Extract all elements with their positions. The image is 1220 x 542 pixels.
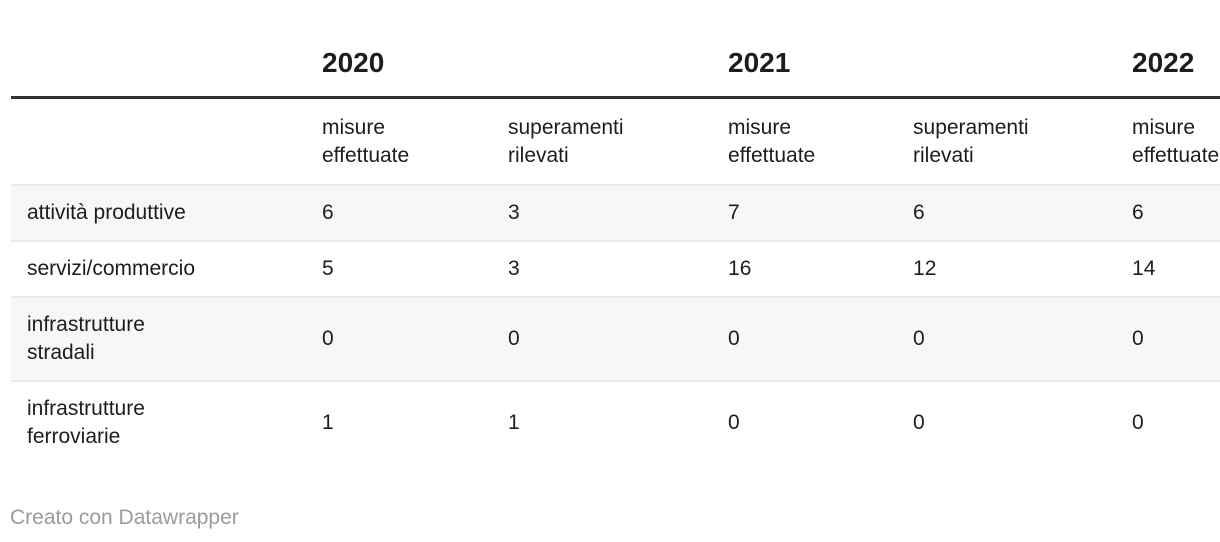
value-cell: 1 (508, 411, 520, 434)
value-cell: 12 (913, 257, 937, 280)
value-cell: 6 (322, 201, 334, 224)
column-header-superamenti-2020: superamenti rilevati (508, 98, 728, 186)
year-header-2020: 2020 (322, 0, 729, 99)
value-cell: 5 (322, 257, 334, 280)
footer-attribution: Creato con Datawrapper (10, 504, 1220, 532)
table-row-attivita-produttive: attività produttive 6 3 7 6 6 (11, 185, 1220, 241)
datawrapper-attribution-link[interactable]: Creato con Datawrapper (10, 506, 239, 529)
value-cell: 0 (508, 327, 520, 350)
value-cell: 14 (1132, 257, 1156, 280)
value-cell: 0 (913, 411, 925, 434)
column-header-misure-2020: misure effettuate (322, 98, 508, 186)
value-cell: 6 (1132, 201, 1144, 224)
value-cell: 0 (913, 327, 925, 350)
row-label: infrastrutture ferroviarie (27, 397, 145, 448)
column-header-label: misure effettuate (728, 116, 816, 167)
year-header-spacer (11, 0, 322, 99)
column-header-spacer (11, 98, 322, 186)
row-label: attività produttive (27, 201, 186, 224)
column-header-label: misure effettuate (322, 116, 410, 167)
year-header-row: 2020 2021 2022 (11, 0, 1220, 99)
year-header-2021: 2021 (728, 0, 1133, 99)
column-header-label: superamenti rilevati (508, 116, 624, 167)
value-cell: 3 (508, 257, 520, 280)
value-cell: 3 (508, 201, 520, 224)
value-cell: 0 (728, 411, 740, 434)
table-row-servizi-commercio: servizi/commercio 5 3 16 12 14 (11, 241, 1220, 297)
value-cell: 1 (322, 411, 334, 434)
column-header-misure-2021: misure effettuate (728, 98, 913, 186)
data-table: 2020 2021 2022 misure effettuate superam… (11, 0, 1220, 464)
table-row-infrastrutture-ferroviarie: infrastrutture ferroviarie 1 1 0 0 0 (11, 381, 1220, 464)
column-header-superamenti-2021: superamenti rilevati (913, 98, 1132, 186)
value-cell: 0 (728, 327, 740, 350)
value-cell: 7 (728, 201, 740, 224)
year-header-2022: 2022 (1132, 0, 1220, 99)
table-row-infrastrutture-stradali: infrastrutture stradali 0 0 0 0 0 (11, 297, 1220, 381)
value-cell: 0 (1132, 411, 1144, 434)
column-header-label: misure effettuate (1132, 116, 1220, 167)
row-label: servizi/commercio (27, 257, 196, 280)
value-cell: 16 (728, 257, 752, 280)
column-header-misure-2022: misure effettuate (1132, 98, 1220, 186)
row-label: infrastrutture stradali (27, 313, 145, 364)
value-cell: 6 (913, 201, 925, 224)
value-cell: 0 (322, 327, 334, 350)
column-header-row: misure effettuate superamenti rilevati m… (11, 98, 1220, 186)
value-cell: 0 (1132, 327, 1144, 350)
column-header-label: superamenti rilevati (913, 116, 1029, 167)
